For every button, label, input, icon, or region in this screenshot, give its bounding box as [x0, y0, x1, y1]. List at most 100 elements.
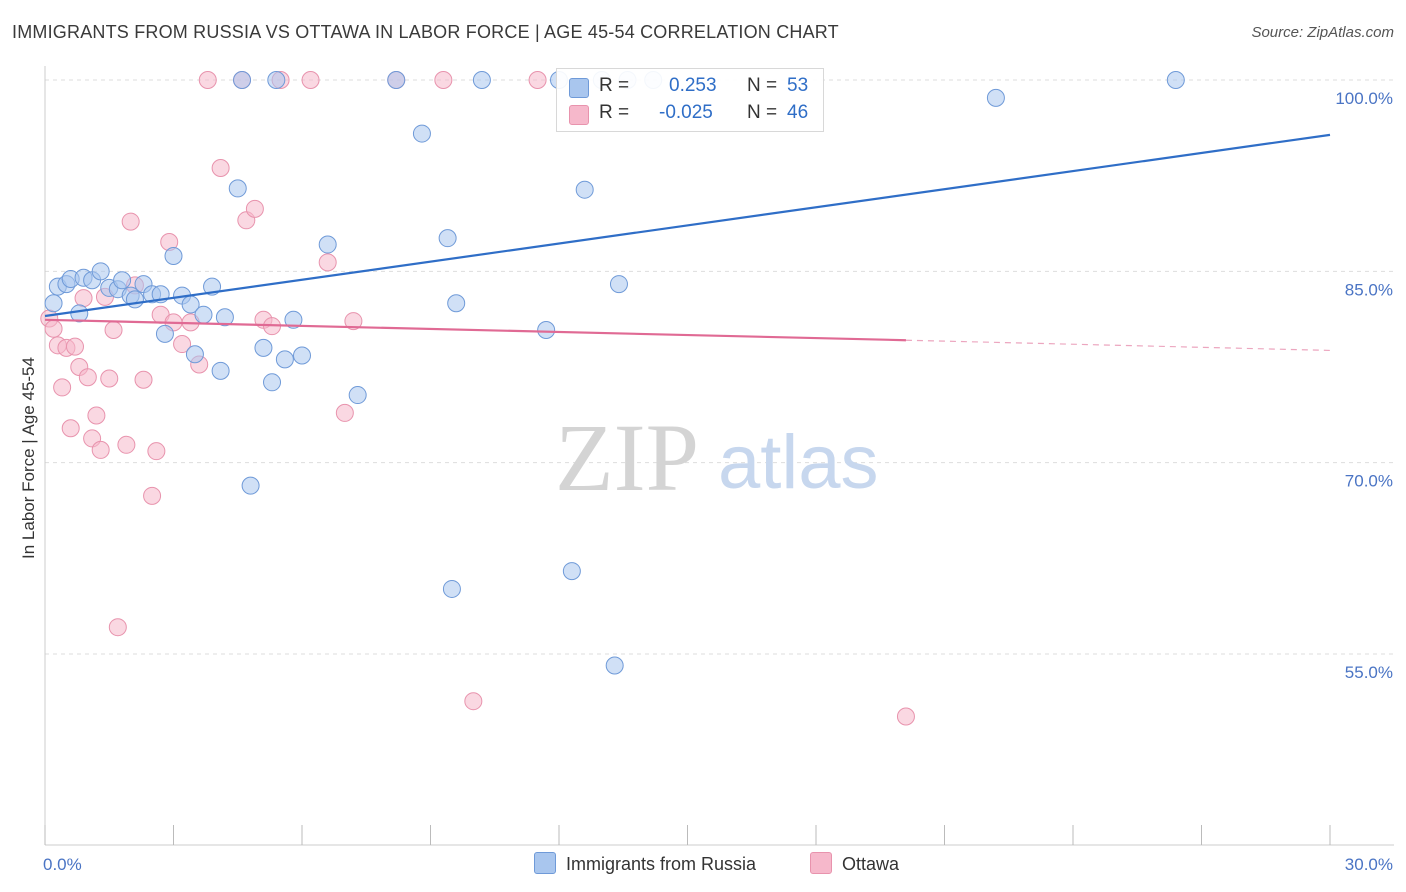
watermark-zip: ZIP [555, 404, 699, 511]
russia-point [155, 324, 174, 343]
russia-point [267, 71, 286, 89]
ottawa-point [104, 321, 123, 340]
russia-point [447, 294, 466, 313]
ottawa-point [434, 71, 453, 89]
russia-point [609, 275, 628, 294]
ottawa-point [91, 440, 110, 459]
axes-layer [44, 66, 1394, 846]
y-tick-label: 100.0% [1335, 89, 1393, 108]
legend-swatch-russia [569, 78, 589, 98]
legend-r-label: R = [599, 102, 630, 123]
russia-point [1166, 71, 1185, 89]
ottawa-point [335, 403, 354, 422]
russia-point [284, 310, 303, 329]
correlation-legend: R = 0.253 N = 53 R = -0.025 N = 46 [556, 68, 824, 132]
russia-point [318, 235, 337, 254]
ottawa-point [318, 253, 337, 272]
legend-n-value: 46 [787, 102, 809, 123]
ottawa-point [211, 159, 230, 178]
ottawa-point [198, 71, 217, 89]
ottawa-point [173, 335, 192, 354]
bottom-legend-swatch-russia [534, 852, 556, 874]
bottom-legend-russia: Immigrants from Russia [534, 852, 756, 875]
russia-points [44, 71, 1185, 675]
tick-labels: 55.0% 70.0% 85.0% 100.0% 0.0% 30.0% [43, 89, 1393, 874]
legend-swatch-ottawa [569, 105, 589, 125]
ottawa-point [74, 289, 93, 308]
russia-point [537, 321, 556, 340]
y-tick-label: 55.0% [1345, 663, 1393, 682]
russia-point [472, 71, 491, 89]
russia-point [254, 338, 273, 357]
bottom-legend-ottawa: Ottawa [810, 852, 899, 875]
legend-n-label: N = [747, 102, 778, 123]
russia-point [293, 346, 311, 365]
russia-point [348, 386, 367, 405]
russia-point [113, 271, 132, 290]
ottawa-point [53, 378, 72, 397]
ottawa-point [344, 312, 363, 331]
russia-point [438, 229, 457, 248]
russia-point [215, 308, 234, 327]
chart-title: IMMIGRANTS FROM RUSSIA VS OTTAWA IN LABO… [12, 22, 839, 42]
y-tick-label: 70.0% [1345, 472, 1393, 491]
ottawa-point [78, 368, 97, 387]
russia-point [91, 262, 110, 281]
ottawa-point [147, 442, 166, 461]
russia-point [575, 180, 594, 199]
russia-point [228, 179, 247, 198]
russia-point [164, 247, 183, 266]
russia-point [125, 290, 144, 309]
y-tick-label: 85.0% [1345, 280, 1393, 299]
x-tick-label: 0.0% [43, 855, 82, 874]
russia-trend-line [44, 133, 1331, 318]
ottawa-point [65, 337, 84, 356]
russia-point [412, 124, 431, 143]
ottawa-point [121, 212, 140, 231]
ottawa-point [896, 707, 915, 726]
ottawa-point [100, 369, 119, 388]
legend-r-value: 0.253 [669, 75, 717, 96]
ottawa-point [301, 71, 320, 89]
russia-point [442, 579, 461, 598]
russia-point [44, 294, 63, 313]
ottawa-point [61, 419, 80, 438]
russia-point [241, 476, 260, 495]
legend-n-label: N = [747, 75, 778, 96]
ottawa-point [134, 370, 153, 389]
legend-n-value: 53 [787, 75, 809, 96]
bottom-legend-label-russia: Immigrants from Russia [566, 854, 757, 874]
x-tick-label: 30.0% [1345, 855, 1393, 874]
ottawa-point [87, 406, 106, 425]
watermark: ZIP atlas [555, 404, 879, 511]
bottom-legend-label-ottawa: Ottawa [842, 854, 900, 874]
russia-point [387, 71, 406, 89]
russia-point [185, 345, 204, 364]
grid-layer [45, 79, 1394, 655]
source-credit: Source: ZipAtlas.com [1251, 24, 1394, 41]
ottawa-point [117, 435, 136, 454]
russia-point [605, 656, 624, 675]
ottawa-trend-line [44, 318, 906, 342]
bottom-legend-swatch-ottawa [810, 852, 832, 874]
trend-lines [44, 133, 1331, 352]
russia-point [275, 350, 294, 369]
legend-r-label: R = [599, 75, 630, 96]
ottawa-points [40, 71, 915, 726]
ottawa-point [108, 618, 127, 637]
russia-point [233, 71, 252, 89]
ottawa-point [528, 71, 547, 89]
russia-point [986, 88, 1005, 107]
y-axis-title: In Labor Force | Age 45-54 [19, 357, 38, 559]
ottawa-point [464, 692, 483, 711]
russia-point [263, 373, 282, 392]
ottawa-trend-extension [905, 339, 1331, 352]
ottawa-point [44, 319, 63, 338]
watermark-atlas: atlas [718, 420, 879, 505]
russia-point [562, 562, 581, 581]
russia-point [194, 305, 213, 324]
russia-point [211, 361, 230, 380]
ottawa-point [245, 199, 264, 218]
ottawa-point [143, 486, 162, 505]
